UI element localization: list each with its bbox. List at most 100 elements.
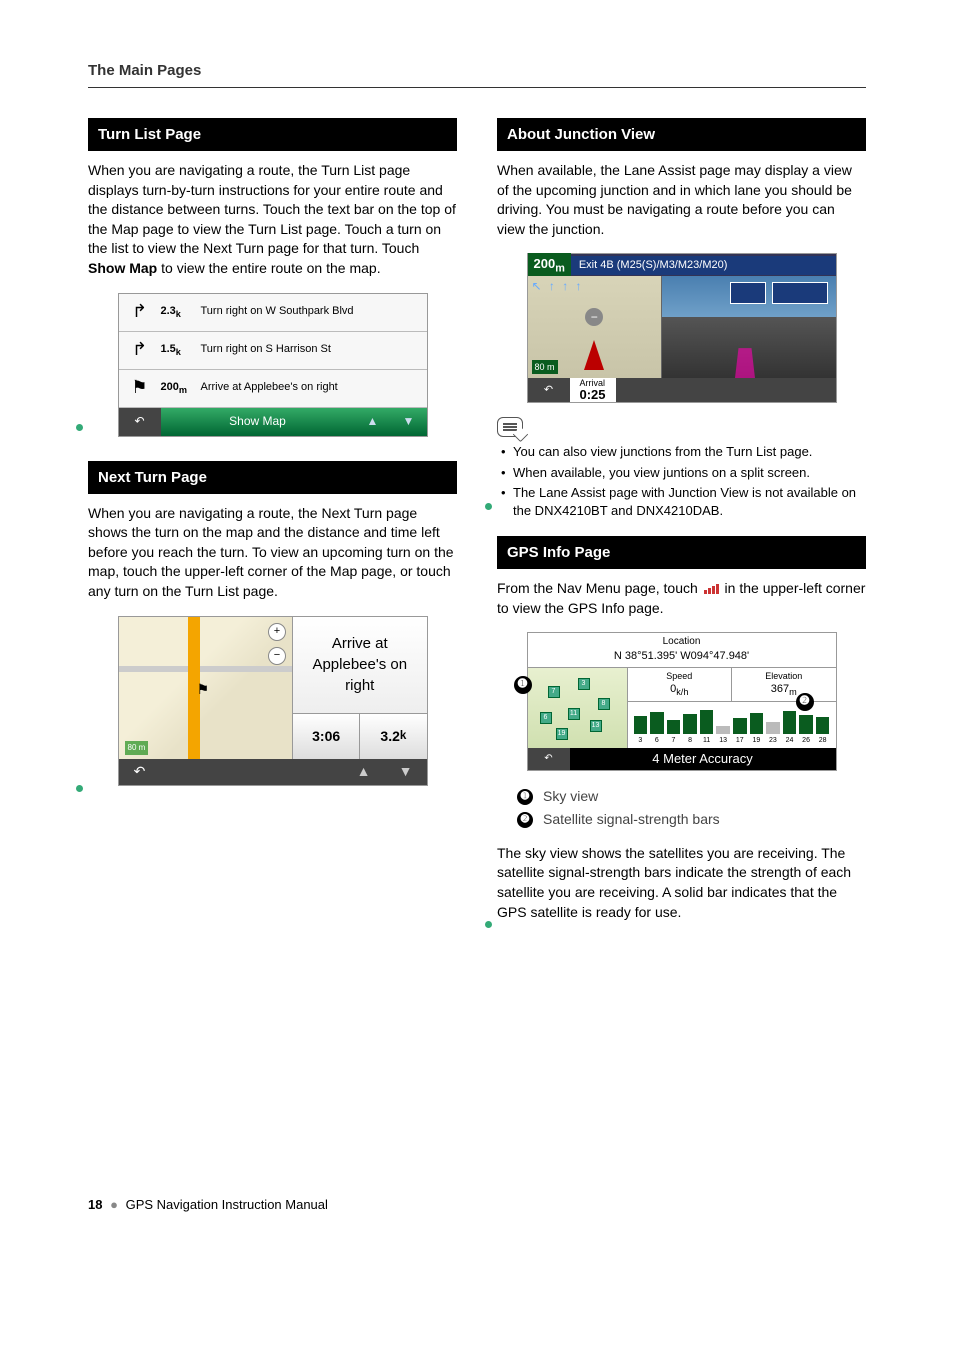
legend-label: Sky view (543, 787, 598, 807)
nextturn-time: 3:06 (293, 714, 360, 758)
section-end-marker (76, 785, 83, 792)
satellite-number: 26 (799, 736, 813, 746)
turnlist-text: Turn right on S Harrison St (201, 342, 427, 357)
note-item: The Lane Assist page with Junction View … (501, 484, 866, 520)
satellite-number: 19 (750, 736, 764, 746)
satellite-number: 28 (816, 736, 830, 746)
signal-strength-icon (704, 584, 719, 594)
junction-body: When available, the Lane Assist page may… (497, 161, 866, 239)
zoom-out-button[interactable]: − (268, 647, 286, 665)
back-button[interactable]: ↶ (119, 759, 161, 785)
turnlist-body-pre: When you are navigating a route, the Tur… (88, 162, 456, 256)
satellite-number: 8 (683, 736, 697, 746)
note-icon (497, 417, 523, 437)
satellite-number: 3 (634, 736, 648, 746)
nextturn-instruction: Arrive at Applebee's on right (293, 617, 426, 715)
gps-signal-bars: ➋ 36781113171923242628 (628, 702, 836, 748)
section-end-marker (76, 424, 83, 431)
signal-bar (700, 710, 714, 734)
turnlist-body-bold: Show Map (88, 260, 157, 276)
satellite-number: 13 (716, 736, 730, 746)
back-button[interactable]: ↶ (528, 748, 570, 770)
gps-legend: ➊ Sky view ➋ Satellite signal-strength b… (517, 787, 866, 830)
turn-right-icon: ↱ (119, 337, 161, 362)
right-column: About Junction View When available, the … (497, 118, 866, 936)
note-item: You can also view junctions from the Tur… (501, 443, 866, 461)
gps-location: Location N 38°51.395' W094°47.948' (528, 633, 836, 667)
satellite-number: 17 (733, 736, 747, 746)
junction-notes: You can also view junctions from the Tur… (497, 443, 866, 520)
destination-icon: ⚑ (197, 680, 210, 700)
satellite-number: 23 (766, 736, 780, 746)
vehicle-icon (584, 340, 604, 370)
lane-highlight (735, 348, 755, 378)
gps-speed: Speed 0k/h (628, 668, 733, 701)
section-heading-nextturn: Next Turn Page (88, 461, 457, 494)
gps-body: From the Nav Menu page, touch in the upp… (497, 579, 866, 618)
turnlist-figure: ↱ 2.3k Turn right on W Southpark Blvd ↱ … (118, 293, 428, 437)
arrival-time: Arrival 0:25 (570, 378, 616, 402)
junction-left-distance: 80 m (532, 360, 558, 375)
turnlist-body-post: to view the entire route on the map. (157, 260, 380, 276)
junction-3d-view (662, 276, 836, 378)
arrive-flag-icon: ⚑ (119, 375, 161, 400)
scroll-up-button[interactable]: ▲ (355, 413, 391, 430)
turnlist-distance: 2.3k (161, 304, 201, 321)
scroll-down-button[interactable]: ▼ (391, 413, 427, 430)
turnlist-distance: 200m (161, 380, 201, 397)
lane-arrows-icon: ↖ ↑ ↑ ↑ (532, 278, 584, 295)
legend-label: Satellite signal-strength bars (543, 810, 720, 830)
map-scale: 80 m (125, 741, 149, 754)
section-heading-junction: About Junction View (497, 118, 866, 151)
signal-bar (799, 715, 813, 734)
signal-bar (733, 718, 747, 734)
legend-marker-1: ➊ (517, 789, 533, 805)
header-section-title: The Main Pages (88, 60, 866, 81)
turnlist-text: Arrive at Applebee's on right (201, 380, 427, 395)
signal-bar (816, 717, 830, 734)
turnlist-distance: 1.5k (161, 342, 201, 359)
junction-exit-label: Exit 4B (M25(S)/M3/M23/M20) (571, 256, 836, 275)
page-footer: 18 ● GPS Navigation Instruction Manual (88, 1196, 866, 1214)
footer-title: GPS Navigation Instruction Manual (126, 1197, 328, 1212)
gps-info-figure: Location N 38°51.395' W094°47.948' ➊ 7 3… (527, 632, 837, 770)
junction-map-left[interactable]: ↖ ↑ ↑ ↑ − 80 m (528, 276, 662, 378)
nextturn-map[interactable]: ⚑ + − 80 m (119, 617, 294, 759)
show-map-button[interactable]: Show Map (161, 413, 355, 430)
page-number: 18 (88, 1197, 102, 1212)
turnlist-row[interactable]: ⚑ 200m Arrive at Applebee's on right (119, 370, 427, 408)
section-heading-turnlist: Turn List Page (88, 118, 457, 151)
gps-sky-view: ➊ 7 3 8 6 11 13 19 (528, 668, 628, 748)
signal-bar (766, 722, 780, 734)
nextturn-body: When you are navigating a route, the Nex… (88, 504, 457, 602)
prev-turn-button[interactable]: ▲ (343, 759, 385, 785)
zoom-out-button[interactable]: − (585, 308, 603, 326)
nextturn-figure: ⚑ + − 80 m Arrive at Applebee's on right… (118, 616, 428, 786)
satellite-number: 11 (700, 736, 714, 746)
satellite-number: 24 (783, 736, 797, 746)
signal-bar (750, 713, 764, 734)
satellite-number: 7 (667, 736, 681, 746)
signal-bar (650, 712, 664, 734)
turnlist-row[interactable]: ↱ 2.3k Turn right on W Southpark Blvd (119, 294, 427, 332)
junction-figure: 200m Exit 4B (M25(S)/M3/M23/M20) ↖ ↑ ↑ ↑… (527, 253, 837, 403)
turn-right-icon: ↱ (119, 299, 161, 324)
left-column: Turn List Page When you are navigating a… (88, 118, 457, 936)
junction-distance: 200m (528, 253, 571, 279)
note-item: When available, you view juntions on a s… (501, 464, 866, 482)
signal-bar (716, 726, 730, 734)
turnlist-row[interactable]: ↱ 1.5k Turn right on S Harrison St (119, 332, 427, 370)
legend-marker-2: ➋ (517, 812, 533, 828)
nextturn-distance: 3.2k (360, 714, 426, 758)
zoom-in-button[interactable]: + (268, 623, 286, 641)
signal-bar (667, 720, 681, 734)
callout-1: ➊ (514, 676, 532, 694)
satellite-number: 6 (650, 736, 664, 746)
back-button[interactable]: ↶ (119, 408, 161, 436)
signal-bar (683, 714, 697, 734)
next-turn-button[interactable]: ▼ (385, 759, 427, 785)
turnlist-text: Turn right on W Southpark Blvd (201, 304, 427, 319)
signal-bar (634, 716, 648, 734)
header-rule (88, 87, 866, 88)
back-button[interactable]: ↶ (528, 383, 570, 398)
